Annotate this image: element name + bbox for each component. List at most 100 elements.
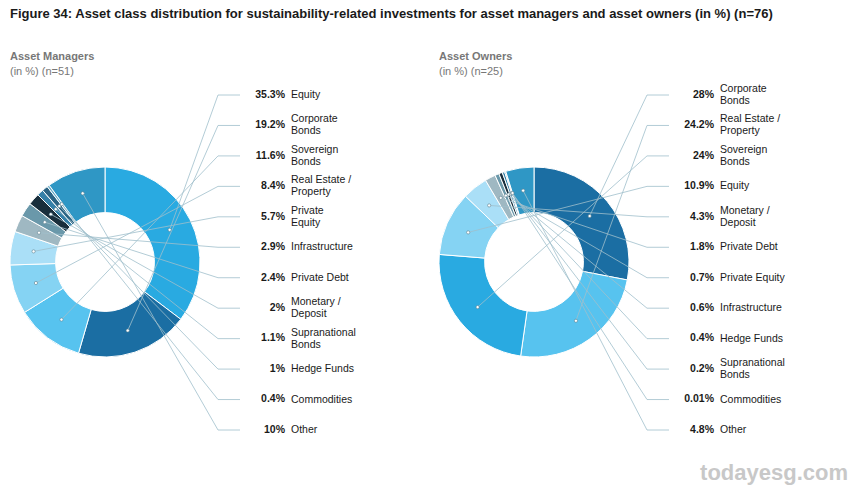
leader-line (501, 198, 669, 247)
data-label: 2.4% (261, 271, 286, 283)
leader-line (83, 193, 240, 430)
leader-line (511, 194, 669, 339)
data-label: 2.9% (261, 240, 286, 252)
category-label: Private Equity (720, 271, 786, 283)
category-label: CorporateBonds (720, 82, 767, 106)
donut-slice (534, 167, 629, 280)
leader-dot (81, 192, 84, 195)
leader-dot (467, 231, 470, 234)
leader-line (513, 193, 669, 399)
category-label: Other (291, 423, 318, 435)
category-label: SovereignBonds (291, 143, 338, 167)
leader-line (39, 233, 240, 248)
leader-line (170, 95, 240, 230)
data-label: 24.2% (684, 118, 714, 130)
category-label: Real Estate /Property (291, 173, 351, 197)
data-label: 1.1% (261, 331, 286, 343)
category-label: Equity (291, 88, 321, 100)
leader-dot (37, 231, 40, 234)
category-label: Monetary /Deposit (720, 204, 770, 228)
chart: Asset Managers (in %) (n=51) 35.3% Equity 19… (0, 0, 858, 488)
category-label: Private Debt (720, 240, 778, 252)
leader-dot (522, 189, 525, 192)
chart-subtitle: (in %) (n=25) (439, 65, 503, 77)
leader-dot (588, 214, 591, 217)
data-label: 10% (264, 423, 286, 435)
leader-line (506, 195, 669, 277)
leader-dot (168, 228, 171, 231)
data-label: 10.9% (684, 179, 714, 191)
donut-panel: Asset Owners (in %) (n=25) 28% CorporateBon… (439, 50, 786, 435)
leader-dot (510, 192, 513, 195)
category-label: Hedge Funds (291, 362, 354, 374)
leader-line (523, 191, 669, 430)
data-label: 0.4% (261, 392, 286, 404)
data-label: 0.2% (690, 362, 715, 374)
data-label: 0.4% (690, 331, 715, 343)
data-label: 28% (693, 88, 715, 100)
data-label: 2% (270, 301, 286, 313)
leader-dot (49, 213, 52, 216)
leader-dot (32, 250, 35, 253)
donut-slice (439, 254, 527, 356)
leader-dot (43, 221, 46, 224)
leader-line (512, 193, 669, 369)
data-label: 4.3% (690, 210, 715, 222)
leader-dot (511, 191, 514, 194)
leader-dot (574, 319, 577, 322)
leader-line (478, 156, 669, 307)
data-label: 0.6% (690, 301, 715, 313)
category-label: Commodities (291, 392, 352, 404)
data-label: 5.7% (261, 210, 286, 222)
leader-line (509, 194, 669, 308)
category-label: Infrastructure (720, 301, 782, 313)
data-label: 1.8% (690, 240, 715, 252)
leader-line (45, 222, 240, 278)
category-label: Private Debt (291, 271, 349, 283)
leader-line (576, 125, 669, 320)
category-label: Other (720, 423, 747, 435)
leader-line (56, 209, 240, 338)
data-label: 0.01% (684, 392, 714, 404)
data-label: 11.6% (256, 149, 286, 161)
category-label: Monetary /Deposit (291, 295, 341, 319)
data-label: 1% (270, 362, 286, 374)
donut-panel: Asset Managers (in %) (n=51) 35.3% Equity 19… (10, 50, 356, 435)
leader-dot (476, 306, 479, 309)
category-label: SovereignBonds (720, 143, 767, 167)
category-label: Infrastructure (291, 240, 353, 252)
category-label: Equity (720, 179, 750, 191)
donut-slice (10, 264, 63, 313)
data-label: 4.8% (690, 423, 715, 435)
donut-slice (49, 167, 105, 222)
data-label: 8.4% (261, 179, 286, 191)
category-label: PrivateEquity (291, 204, 324, 228)
category-label: Real Estate /Property (720, 112, 780, 136)
donut-slice (78, 292, 180, 357)
category-label: CorporateBonds (291, 112, 338, 136)
data-label: 19.2% (255, 118, 285, 130)
title: Figure 34: Asset class distribution for … (10, 6, 848, 22)
leader-dot (34, 281, 37, 284)
leader-line (59, 206, 240, 369)
category-label: SupranationalBonds (720, 356, 785, 380)
leader-line (489, 205, 669, 216)
category-label: Commodities (720, 392, 781, 404)
leader-dot (54, 208, 57, 211)
leader-dot (488, 204, 491, 207)
chart-subtitle: (in %) (n=51) (10, 65, 74, 77)
leader-dot (499, 196, 502, 199)
data-label: 24% (693, 149, 715, 161)
leader-line (36, 186, 240, 283)
data-label: 0.7% (690, 271, 715, 283)
leader-line (468, 186, 669, 232)
category-label: SupranationalBonds (291, 325, 356, 349)
leader-dot (126, 329, 129, 332)
leader-line (62, 204, 240, 399)
category-label: Hedge Funds (720, 331, 783, 343)
data-label: 35.3% (255, 88, 285, 100)
chart-title: Asset Owners (439, 50, 512, 62)
leader-dot (60, 318, 63, 321)
watermark: todayesg.com (700, 460, 848, 485)
chart-title: Asset Managers (10, 50, 94, 62)
